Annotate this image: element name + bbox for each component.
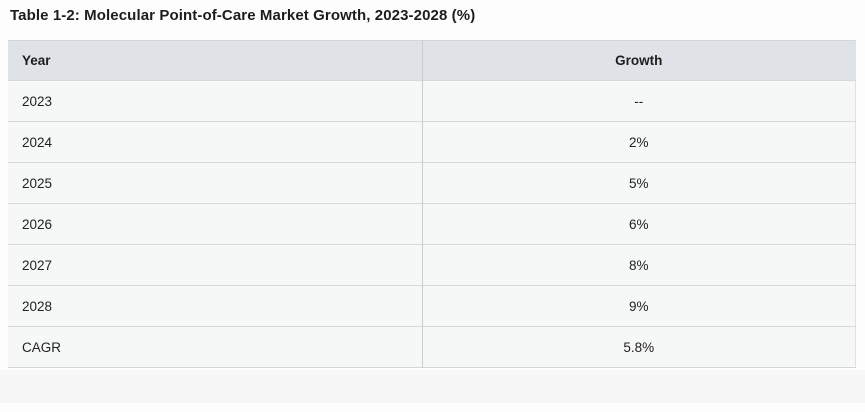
year-cell: 2025 [8,162,423,204]
header-row: Year Growth [8,40,856,81]
table-row: 2025 5% [8,162,856,204]
table-row: 2027 8% [8,244,856,286]
table-row: 2026 6% [8,203,856,245]
year-column-header: Year [8,40,423,81]
year-cell: 2026 [8,203,423,245]
year-cell: 2028 [8,285,423,327]
growth-cell: 5% [422,162,856,204]
growth-cell: 8% [422,244,856,286]
year-cell: 2027 [8,244,423,286]
table-row: CAGR 5.8% [8,326,856,368]
bottom-band [0,370,865,403]
table-row: 2023 -- [8,80,856,122]
year-cell: CAGR [8,326,423,368]
growth-table: Year Growth 2023 -- 2024 2% 2025 5% 2026… [8,40,856,368]
table-title: Table 1-2: Molecular Point-of-Care Marke… [10,7,476,24]
table-row: 2024 2% [8,121,856,163]
growth-column-header: Growth [422,40,856,81]
year-cell: 2023 [8,80,423,122]
growth-cell: -- [422,80,856,122]
table-row: 2028 9% [8,285,856,327]
growth-cell: 6% [422,203,856,245]
year-cell: 2024 [8,121,423,163]
growth-cell: 2% [422,121,856,163]
growth-cell: 5.8% [422,326,856,368]
growth-cell: 9% [422,285,856,327]
